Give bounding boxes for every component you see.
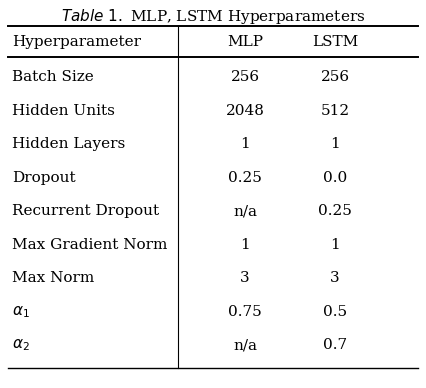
Text: n/a: n/a (233, 338, 257, 352)
Text: Hidden Units: Hidden Units (12, 104, 115, 118)
Text: Hidden Layers: Hidden Layers (12, 137, 125, 151)
Text: 1: 1 (330, 238, 340, 252)
Text: 1: 1 (330, 137, 340, 151)
Text: 256: 256 (230, 70, 259, 85)
Text: 1: 1 (240, 137, 250, 151)
Text: LSTM: LSTM (312, 35, 358, 49)
Text: 0.75: 0.75 (228, 305, 262, 319)
Text: 0.5: 0.5 (323, 305, 347, 319)
Text: Recurrent Dropout: Recurrent Dropout (12, 204, 159, 218)
Text: $\alpha_1$: $\alpha_1$ (12, 304, 30, 320)
Text: MLP: MLP (227, 35, 263, 49)
Text: Max Gradient Norm: Max Gradient Norm (12, 238, 167, 252)
Text: 0.25: 0.25 (318, 204, 352, 218)
Text: 0.7: 0.7 (323, 338, 347, 352)
Text: 0.0: 0.0 (323, 171, 347, 185)
Text: Hyperparameter: Hyperparameter (12, 35, 141, 49)
Text: 0.25: 0.25 (228, 171, 262, 185)
Text: Dropout: Dropout (12, 171, 76, 185)
Text: 2048: 2048 (225, 104, 265, 118)
Text: 1: 1 (240, 238, 250, 252)
Text: n/a: n/a (233, 204, 257, 218)
Text: Batch Size: Batch Size (12, 70, 94, 85)
Text: 3: 3 (240, 271, 250, 285)
Text: Max Norm: Max Norm (12, 271, 94, 285)
Text: $\alpha_2$: $\alpha_2$ (12, 337, 30, 353)
Text: 3: 3 (330, 271, 340, 285)
Text: 512: 512 (320, 104, 350, 118)
Text: 256: 256 (320, 70, 350, 85)
Text: $\it{Table\ 1.}$ MLP, LSTM Hyperparameters: $\it{Table\ 1.}$ MLP, LSTM Hyperparamete… (61, 7, 365, 26)
